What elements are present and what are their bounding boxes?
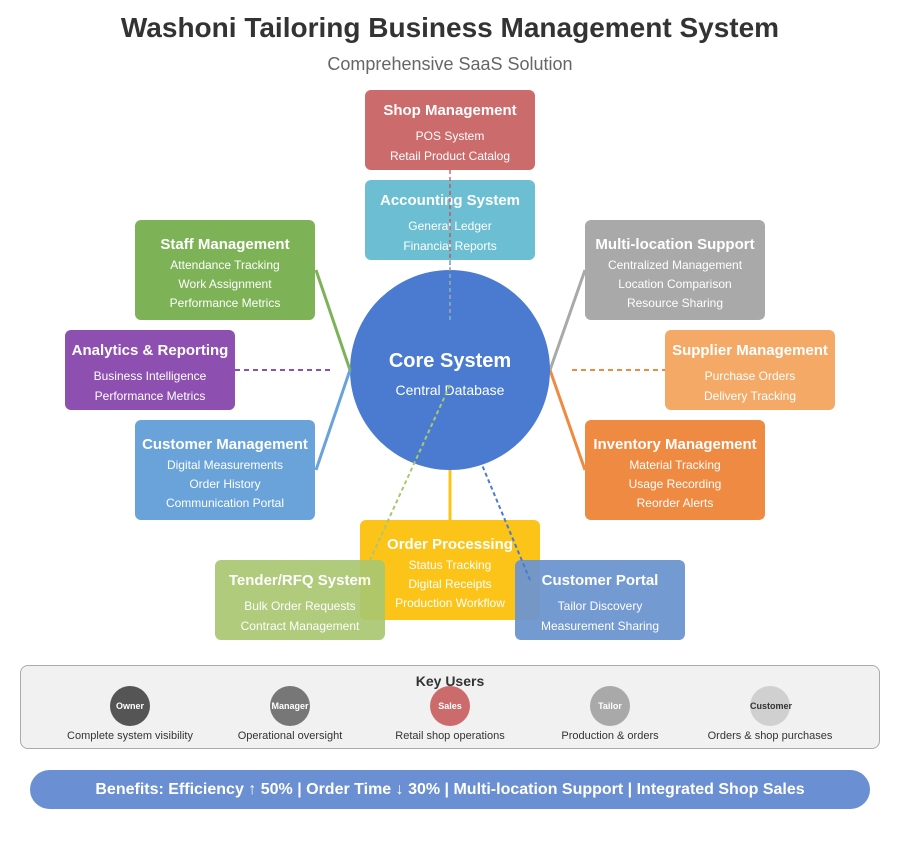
module-title: Accounting System [379,192,521,209]
module-title: Tender/RFQ System [228,572,372,589]
user-manager: Manager Operational oversight [200,686,380,742]
module-title: Supplier Management [672,342,828,359]
module-title: Shop Management [383,102,517,119]
module-item: Retail Product Catalog [389,149,511,163]
module-item: Digital Receipts [408,577,492,591]
module-item: Reorder Alerts [636,496,714,510]
link-multilocation [548,269,587,371]
module-item: POS System [415,129,485,143]
module-item: Measurement Sharing [540,619,660,633]
user-owner: Owner Complete system visibility [40,686,220,742]
module-item: General Ledger [408,219,492,233]
user-customer: Customer Orders & shop purchases [680,686,860,742]
module-title: Multi-location Support [595,236,755,253]
page-title: Washoni Tailoring Business Management Sy… [120,12,780,43]
module-analytics-reporting[interactable]: Analytics & Reporting Business Intellige… [65,330,235,410]
module-item: Location Comparison [618,277,732,291]
user-avatar: Manager [270,686,310,726]
module-item: Business Intelligence [93,369,207,383]
module-item: Bulk Order Requests [244,599,356,613]
user-avatar: Owner [110,686,150,726]
module-item: Performance Metrics [169,296,281,310]
module-item: Purchase Orders [704,369,796,383]
user-description: Complete system visibility [67,730,193,742]
module-title: Inventory Management [593,436,757,453]
module-item: Material Tracking [629,458,721,472]
core-system-circle[interactable]: Core System Central Database [350,270,550,470]
module-item: Attendance Tracking [170,258,280,272]
module-tender-rfq-system[interactable]: Tender/RFQ System Bulk Order Requests Co… [215,560,385,640]
user-avatar: Sales [430,686,470,726]
user-sales: Sales Retail shop operations [360,686,540,742]
module-item: Work Assignment [178,277,272,291]
module-accounting-system[interactable]: Accounting System General Ledger Financi… [365,180,535,260]
module-shop-management[interactable]: Shop Management POS System Retail Produc… [365,90,535,170]
user-avatar: Tailor [590,686,630,726]
key-users-title: Key Users [415,673,485,689]
module-inventory-management[interactable]: Inventory Management Material Tracking U… [585,420,765,520]
module-title: Customer Management [142,436,308,453]
user-description: Operational oversight [237,730,343,742]
module-item: Performance Metrics [94,389,206,403]
module-item: Usage Recording [628,477,722,491]
core-subtitle: Central Database [395,382,505,398]
user-avatar: Customer [750,686,792,726]
module-customer-portal[interactable]: Customer Portal Tailor Discovery Measure… [515,560,685,640]
module-item: Tailor Discovery [557,599,643,613]
benefits-banner: Benefits: Efficiency ↑ 50% | Order Time … [30,770,870,809]
module-item: Resource Sharing [626,296,724,310]
module-item: Financial Reports [403,239,497,253]
module-item: Communication Portal [165,496,285,510]
module-item: Digital Measurements [166,458,284,472]
module-title: Staff Management [160,236,290,253]
module-title: Customer Portal [541,572,659,589]
module-title: Analytics & Reporting [71,342,229,359]
module-item: Delivery Tracking [703,389,797,403]
module-item: Contract Management [240,619,360,633]
user-description: Orders & shop purchases [707,730,833,742]
module-multi-location-support[interactable]: Multi-location Support Centralized Manag… [585,220,765,320]
user-tailor: Tailor Production & orders [520,686,700,742]
link-inventory [548,369,587,471]
module-title: Order Processing [387,536,513,553]
module-order-processing[interactable]: Order Processing Status Tracking Digital… [360,520,540,620]
core-title: Core System [388,350,512,372]
module-supplier-management[interactable]: Supplier Management Purchase Orders Deli… [665,330,835,410]
module-item: Centralized Management [607,258,743,272]
user-description: Production & orders [561,730,659,742]
module-item: Status Tracking [408,558,492,572]
page-subtitle: Comprehensive SaaS Solution [327,54,573,74]
module-item: Production Workflow [395,596,505,610]
module-customer-management[interactable]: Customer Management Digital Measurements… [135,420,315,520]
module-staff-management[interactable]: Staff Management Attendance Tracking Wor… [135,220,315,320]
module-item: Order History [189,477,261,491]
user-description: Retail shop operations [395,730,505,742]
key-users-panel: Key Users Owner Complete system visibili… [20,665,880,749]
